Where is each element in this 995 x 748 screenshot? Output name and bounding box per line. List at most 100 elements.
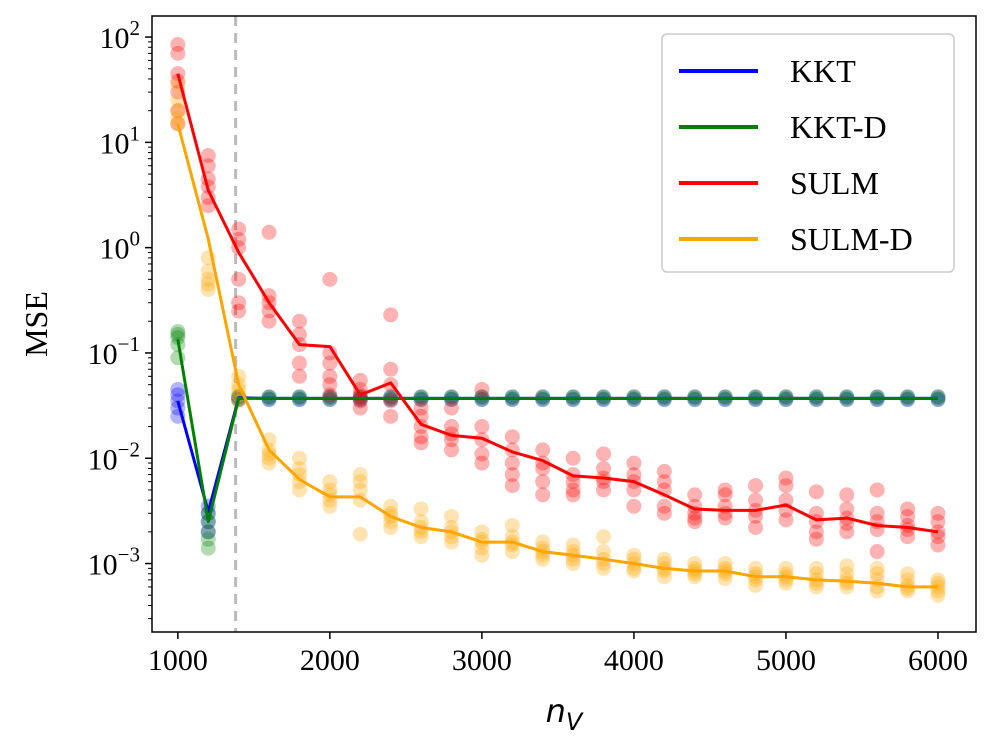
scatter-point-sulm-d bbox=[839, 579, 855, 595]
scatter-point-kkt-d bbox=[170, 330, 186, 346]
scatter-point-sulm bbox=[565, 450, 581, 466]
scatter-point-sulm bbox=[656, 463, 672, 479]
scatter-point-sulm bbox=[170, 66, 186, 82]
scatter-point-sulm-d bbox=[443, 508, 459, 524]
scatter-point-sulm bbox=[869, 482, 885, 498]
scatter-point-sulm-d bbox=[322, 498, 338, 514]
scatter-point-sulm-d bbox=[535, 551, 551, 567]
series-line-kkt-d bbox=[176, 338, 938, 524]
scatter-point-sulm bbox=[900, 501, 916, 517]
y-tick-label: 100 bbox=[100, 227, 141, 266]
scatter-point-sulm-d bbox=[596, 544, 612, 560]
scatter-point-sulm-d bbox=[200, 263, 216, 279]
scatter-point-sulm bbox=[930, 505, 946, 521]
scatter-point-sulm bbox=[535, 474, 551, 490]
scatter-point-sulm bbox=[474, 419, 490, 435]
scatter-point-kkt-d bbox=[626, 389, 642, 405]
scatter-point-sulm bbox=[383, 408, 399, 424]
scatter-point-sulm-d bbox=[778, 575, 794, 591]
scatter-point-kkt-d bbox=[869, 389, 885, 405]
scatter-point-kkt-d bbox=[443, 389, 459, 405]
scatter-point-sulm-d bbox=[413, 529, 429, 545]
scatter-point-sulm-d bbox=[352, 467, 368, 483]
scatter-point-kkt-d bbox=[778, 389, 794, 405]
scatter-point-kkt bbox=[170, 393, 186, 409]
scatter-point-sulm bbox=[808, 484, 824, 500]
scatter-point-sulm-d bbox=[596, 560, 612, 576]
scatter-point-sulm-d bbox=[717, 571, 733, 587]
x-tick-label: 3000 bbox=[452, 644, 512, 677]
scatter-point-sulm-d bbox=[170, 92, 186, 108]
y-tick-label: 101 bbox=[100, 121, 141, 160]
x-tick-label: 1000 bbox=[148, 644, 208, 677]
scatter-point-sulm bbox=[687, 510, 703, 526]
scatter-point-sulm bbox=[565, 487, 581, 503]
scatter-point-sulm bbox=[778, 470, 794, 486]
scatter-point-sulm bbox=[748, 508, 764, 524]
scatter-point-kkt-d bbox=[839, 389, 855, 405]
series-line-kkt bbox=[176, 396, 938, 514]
legend: KKT KKT-D SULM SULM-D bbox=[661, 33, 955, 273]
scatter-point-sulm bbox=[717, 510, 733, 526]
scatter-point-sulm bbox=[900, 508, 916, 524]
scatter-point-sulm bbox=[474, 381, 490, 397]
scatter-point-sulm bbox=[504, 455, 520, 471]
y-axis-label: MSE bbox=[18, 291, 54, 357]
scatter-point-kkt-d bbox=[900, 389, 916, 405]
scatter-point-kkt-d bbox=[748, 389, 764, 405]
scatter-point-sulm bbox=[261, 313, 277, 329]
scatter-point-sulm bbox=[839, 501, 855, 517]
scatter-point-sulm-d bbox=[808, 579, 824, 595]
legend-label-kkt: KKT bbox=[790, 53, 856, 89]
scatter-point-kkt-d bbox=[200, 540, 216, 556]
scatter-point-sulm bbox=[869, 544, 885, 560]
scatter-point-sulm-d bbox=[291, 467, 307, 483]
scatter-point-sulm bbox=[200, 198, 216, 214]
scatter-point-kkt bbox=[200, 524, 216, 540]
scatter-point-sulm bbox=[778, 478, 794, 494]
scatter-point-sulm bbox=[383, 361, 399, 377]
scatter-point-sulm bbox=[413, 400, 429, 416]
scatter-point-sulm-d bbox=[656, 551, 672, 567]
scatter-point-sulm bbox=[200, 158, 216, 174]
scatter-point-sulm bbox=[443, 400, 459, 416]
scatter-point-sulm-d bbox=[626, 547, 642, 563]
scatter-point-kkt-d bbox=[808, 389, 824, 405]
scatter-point-sulm-d bbox=[839, 566, 855, 582]
scatter-point-sulm bbox=[808, 524, 824, 540]
scatter-point-kkt bbox=[170, 387, 186, 403]
scatter-point-kkt-d bbox=[504, 389, 520, 405]
scatter-point-sulm-d bbox=[687, 556, 703, 572]
scatter-point-sulm-d bbox=[778, 560, 794, 576]
scatter-point-sulm-d bbox=[504, 544, 520, 560]
scatter-point-sulm-d bbox=[565, 537, 581, 553]
y-axis: 102 101 100 10−1 10−2 10−3 bbox=[88, 16, 152, 620]
scatter-point-sulm bbox=[231, 303, 247, 319]
scatter-point-sulm-d bbox=[383, 498, 399, 514]
x-axis: 1000 2000 3000 4000 5000 6000 bbox=[148, 632, 968, 677]
scatter-point-sulm bbox=[596, 446, 612, 462]
scatter-point-sulm bbox=[504, 467, 520, 483]
scatter-point-sulm-d bbox=[474, 547, 490, 563]
scatter-point-sulm bbox=[626, 467, 642, 483]
scatter-point-sulm-d bbox=[352, 474, 368, 490]
scatter-point-sulm bbox=[413, 429, 429, 445]
scatter-point-sulm-d bbox=[900, 566, 916, 582]
scatter-point-sulm bbox=[839, 487, 855, 503]
plot-frame bbox=[151, 15, 977, 633]
scatter-point-sulm bbox=[413, 435, 429, 451]
scatter-point-sulm-d bbox=[930, 572, 946, 588]
scatter-point-sulm-d bbox=[352, 526, 368, 542]
scatter-point-sulm bbox=[504, 429, 520, 445]
scatter-point-kkt-d bbox=[565, 389, 581, 405]
x-tick-label: 2000 bbox=[300, 644, 360, 677]
scatter-point-sulm bbox=[930, 514, 946, 530]
scatter-point-sulm-d bbox=[322, 474, 338, 490]
legend-label-kkt-d: KKT-D bbox=[790, 109, 887, 145]
series-line-sulm bbox=[176, 73, 939, 534]
series-line-sulm-d bbox=[176, 123, 938, 589]
scatter-point-sulm bbox=[231, 221, 247, 237]
scatter-point-kkt-d bbox=[596, 389, 612, 405]
scatter-point-sulm-d bbox=[808, 566, 824, 582]
